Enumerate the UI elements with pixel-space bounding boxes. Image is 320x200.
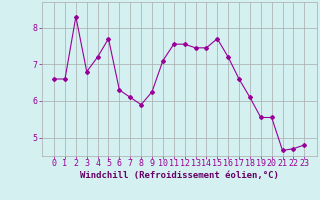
X-axis label: Windchill (Refroidissement éolien,°C): Windchill (Refroidissement éolien,°C) xyxy=(80,171,279,180)
